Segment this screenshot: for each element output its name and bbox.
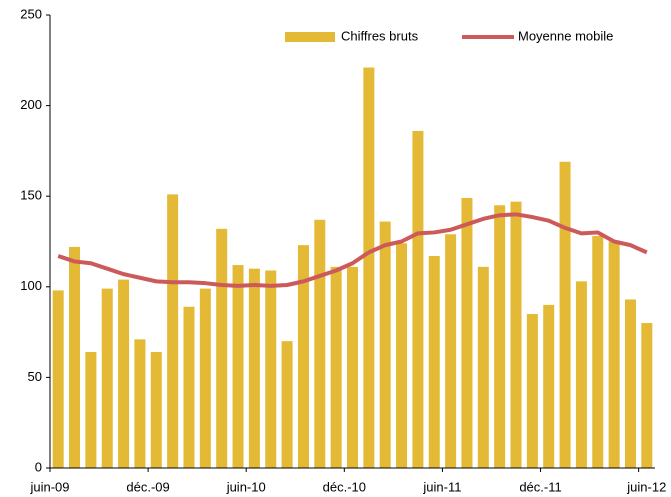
y-tick-label: 100 bbox=[20, 278, 42, 293]
y-tick-label: 0 bbox=[35, 459, 42, 474]
bar bbox=[624, 299, 636, 468]
bar bbox=[608, 241, 620, 468]
bar bbox=[69, 246, 81, 468]
bar bbox=[379, 221, 391, 468]
bar bbox=[167, 194, 179, 468]
x-tick-label: juin-10 bbox=[226, 479, 266, 494]
x-tick-label: déc.-11 bbox=[519, 479, 561, 494]
bar bbox=[347, 266, 358, 468]
legend-label: Moyenne mobile bbox=[518, 28, 613, 43]
bar bbox=[592, 236, 604, 468]
bar bbox=[216, 228, 228, 468]
bar bbox=[183, 306, 195, 468]
bar bbox=[150, 352, 162, 468]
legend-swatch bbox=[285, 32, 335, 42]
y-tick-label: 200 bbox=[20, 97, 42, 112]
bar bbox=[232, 265, 244, 468]
bar bbox=[314, 219, 326, 468]
bar bbox=[445, 234, 457, 468]
bar bbox=[526, 313, 538, 468]
bar bbox=[199, 288, 211, 468]
bar bbox=[52, 290, 64, 468]
x-tick-label: déc.-10 bbox=[323, 479, 366, 494]
bar bbox=[543, 304, 555, 468]
bar bbox=[510, 201, 522, 469]
bar bbox=[461, 198, 473, 468]
bar bbox=[248, 268, 260, 468]
bar bbox=[575, 281, 587, 468]
bar bbox=[330, 266, 342, 468]
bar bbox=[641, 323, 653, 468]
bar bbox=[477, 266, 489, 468]
bar bbox=[494, 205, 506, 468]
bar bbox=[412, 130, 424, 468]
bar bbox=[281, 341, 293, 468]
x-tick-label: déc.-09 bbox=[126, 479, 169, 494]
y-tick-label: 50 bbox=[28, 369, 42, 384]
x-tick-label: juin-12 bbox=[626, 479, 666, 494]
legend-label: Chiffres bruts bbox=[341, 28, 419, 43]
x-tick-label: juin-11 bbox=[422, 479, 461, 494]
line bbox=[57, 212, 648, 288]
bar bbox=[363, 67, 375, 468]
y-tick-label: 150 bbox=[20, 188, 42, 203]
bar bbox=[118, 279, 130, 468]
y-tick-label: 250 bbox=[20, 6, 42, 21]
bar bbox=[428, 255, 440, 468]
bar bbox=[265, 270, 277, 468]
bar bbox=[559, 161, 571, 468]
bar bbox=[85, 352, 97, 468]
x-tick-label: juin-09 bbox=[29, 479, 69, 494]
bar bbox=[396, 243, 408, 468]
bar bbox=[134, 339, 146, 468]
bar bbox=[297, 245, 309, 468]
bar bbox=[101, 288, 113, 468]
